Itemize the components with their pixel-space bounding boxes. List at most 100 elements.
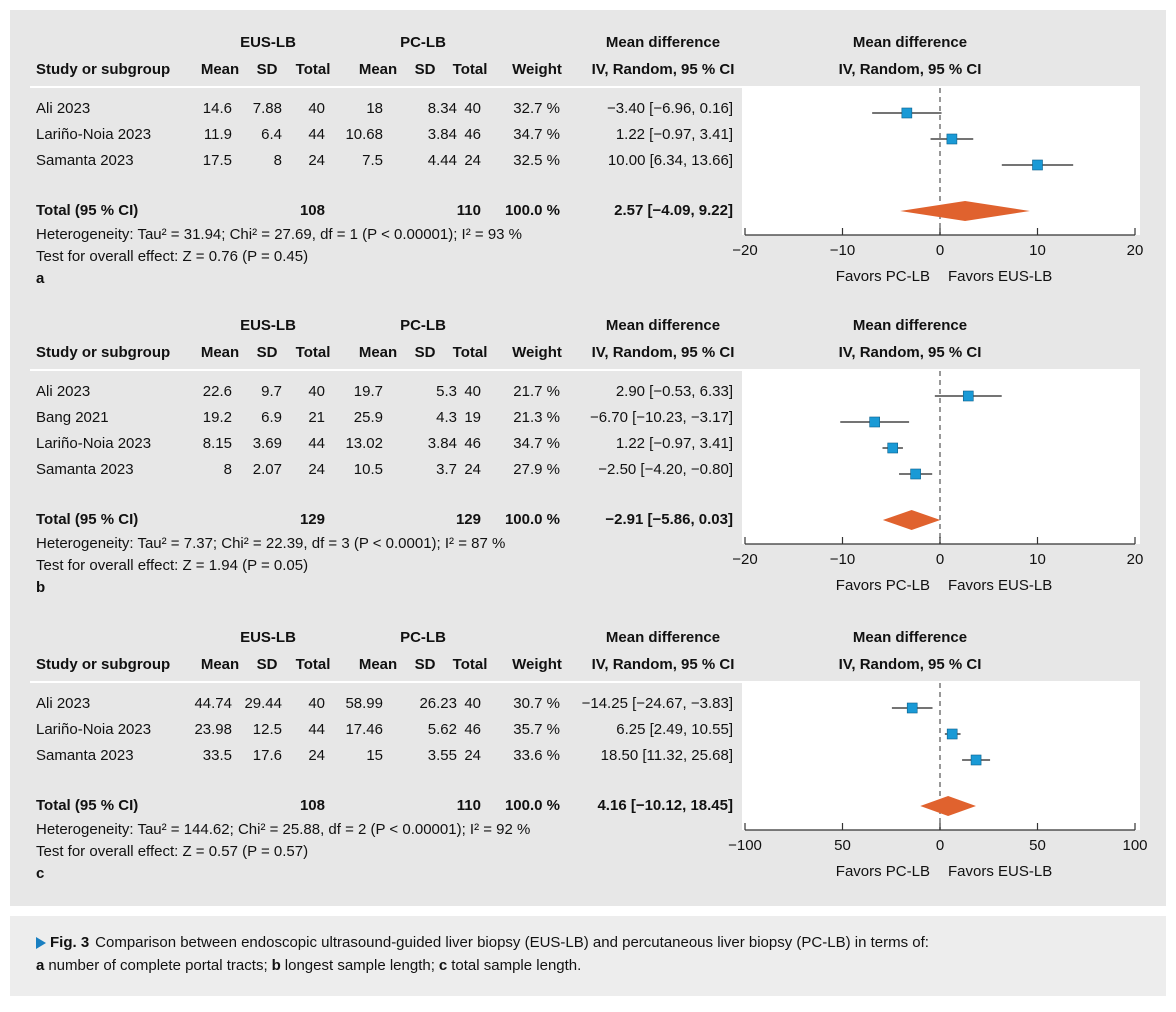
column-header: Mean (359, 344, 397, 361)
column-header: IV, Random, 95 % CI (592, 61, 735, 78)
point-estimate (970, 754, 982, 766)
point-estimate (1032, 159, 1043, 171)
favors-label: Favors PC-LB (836, 268, 930, 285)
table-cell: 3.69 (253, 435, 282, 452)
table-cell: 40 (308, 383, 325, 400)
point-estimate (946, 133, 958, 145)
favors-label: Favors PC-LB (836, 577, 930, 594)
study-name: Bang 2021 (36, 409, 109, 426)
table-cell: 17.46 (345, 721, 383, 738)
column-header: IV, Random, 95 % CI (839, 61, 982, 78)
caption-icon (36, 937, 46, 949)
table-cell: 7.88 (253, 100, 282, 117)
table-cell: 14.6 (203, 100, 232, 117)
table-cell: 46 (464, 435, 481, 452)
group-header: PC-LB (400, 629, 446, 646)
caption-key: a (36, 957, 45, 974)
table-cell: 5.3 (436, 383, 457, 400)
table-cell: 2.90 [−0.53, 6.33] (616, 383, 733, 400)
column-header: Study or subgroup (36, 61, 170, 78)
pooled-diamond (882, 510, 941, 530)
table-cell: 32.5 % (513, 152, 560, 169)
table-cell: 6.25 [2.49, 10.55] (616, 721, 733, 738)
panel-label: a (36, 270, 45, 287)
caption-key: b (272, 957, 281, 974)
table-cell: 8 (224, 461, 232, 478)
group-header: Mean difference (606, 629, 720, 646)
panel-label: b (36, 579, 45, 596)
favors-label: Favors EUS-LB (948, 268, 1052, 285)
total-cell: 100.0 % (505, 511, 560, 528)
total-cell: −2.91 [−5.86, 0.03] (605, 511, 733, 528)
table-cell: 44 (308, 721, 325, 738)
point-estimate (906, 702, 918, 714)
plot-background (742, 369, 1140, 544)
column-header: SD (415, 344, 436, 361)
caption-label: Fig. 3 (50, 934, 89, 951)
table-cell: 21.3 % (513, 409, 560, 426)
table-cell: 24 (308, 461, 325, 478)
caption-item: total sample length. (451, 957, 581, 974)
column-header: SD (257, 344, 278, 361)
table-cell: 7.5 (362, 152, 383, 169)
column-header: Mean (359, 656, 397, 673)
caption-text: Comparison between endoscopic ultrasound… (95, 934, 929, 951)
group-header: EUS-LB (240, 317, 296, 334)
caption-item: number of complete portal tracts; (48, 957, 267, 974)
table-cell: 15 (366, 747, 383, 764)
table-cell: 29.44 (244, 695, 282, 712)
table-cell: 9.7 (261, 383, 282, 400)
table-cell: 26.23 (419, 695, 457, 712)
column-header: Total (453, 61, 488, 78)
panel-label: c (36, 865, 44, 882)
table-cell: 4.44 (428, 152, 457, 169)
table-cell: 58.99 (345, 695, 383, 712)
table-cell: 18 (366, 100, 383, 117)
table-cell: 40 (464, 100, 481, 117)
caption-key: c (439, 957, 447, 974)
table-cell: 8.15 (203, 435, 232, 452)
x-tick-label: 0 (936, 837, 944, 854)
column-header: Total (296, 656, 331, 673)
column-header: Weight (512, 656, 562, 673)
study-name: Samanta 2023 (36, 747, 134, 764)
study-name: Lariño-Noia 2023 (36, 126, 151, 143)
table-cell: 27.9 % (513, 461, 560, 478)
table-cell: 19 (464, 409, 481, 426)
study-name: Lariño-Noia 2023 (36, 435, 151, 452)
table-cell: 46 (464, 126, 481, 143)
table-cell: 8 (274, 152, 282, 169)
caption-line-2: a number of complete portal tracts; b longe… (36, 957, 581, 974)
group-header: Mean difference (606, 34, 720, 51)
caption-background (10, 916, 1166, 996)
point-estimate (910, 468, 921, 480)
column-header: IV, Random, 95 % CI (839, 344, 982, 361)
total-cell: 100.0 % (505, 797, 560, 814)
x-tick-label: −20 (732, 551, 757, 568)
group-header: Mean difference (853, 629, 967, 646)
point-estimate (962, 390, 974, 402)
table-cell: 12.5 (253, 721, 282, 738)
table-cell: 40 (308, 695, 325, 712)
table-cell: 33.5 (203, 747, 232, 764)
table-cell: 44.74 (194, 695, 232, 712)
x-tick-label: −20 (732, 242, 757, 259)
total-cell: 110 (457, 797, 481, 814)
table-cell: 1.22 [−0.97, 3.41] (616, 435, 733, 452)
overall-effect: Test for overall effect: Z = 0.57 (P = 0… (36, 843, 308, 860)
table-cell: 24 (464, 152, 481, 169)
table-cell: 19.2 (203, 409, 232, 426)
table-cell: 10.5 (354, 461, 383, 478)
table-cell: 13.02 (345, 435, 383, 452)
pooled-diamond (900, 201, 1030, 221)
table-cell: 10.68 (345, 126, 383, 143)
x-tick-label: −100 (728, 837, 762, 854)
table-cell: 44 (308, 126, 325, 143)
study-name: Ali 2023 (36, 383, 90, 400)
overall-effect: Test for overall effect: Z = 1.94 (P = 0… (36, 557, 308, 574)
table-cell: 6.4 (261, 126, 282, 143)
column-header: Mean (201, 344, 239, 361)
study-name: Samanta 2023 (36, 152, 134, 169)
table-cell: 17.6 (253, 747, 282, 764)
table-cell: 1.22 [−0.97, 3.41] (616, 126, 733, 143)
